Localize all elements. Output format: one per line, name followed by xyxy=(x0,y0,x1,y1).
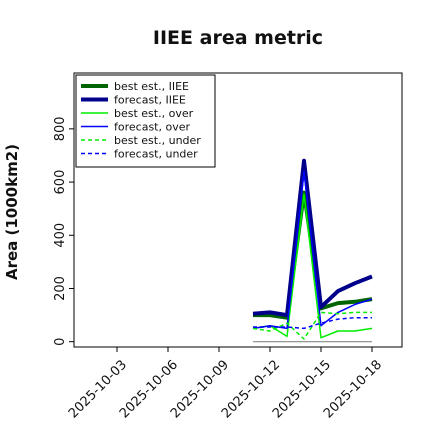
legend-label: best est., under xyxy=(114,134,201,147)
series-line-1 xyxy=(252,158,373,318)
y-axis-label: Area (1000km2) xyxy=(3,144,21,280)
x-axis: 2025-10-032025-10-062025-10-092025-10-12… xyxy=(66,347,385,421)
y-tick-label: 600 xyxy=(53,170,68,195)
legend-label: best est., IIEE xyxy=(114,80,189,93)
legend-label: best est., over xyxy=(114,107,194,120)
legend-label: forecast, over xyxy=(114,121,190,134)
series-layer xyxy=(252,158,373,340)
y-axis: 0 200 400 600 800 xyxy=(53,116,74,346)
plot-frame xyxy=(73,72,403,348)
series-line-3 xyxy=(252,170,373,330)
y-tick-label: 0 xyxy=(53,338,68,346)
series-line-4 xyxy=(252,311,372,340)
series-line-5 xyxy=(253,316,372,330)
series-line-2 xyxy=(252,193,373,339)
legend-label: forecast, under xyxy=(114,148,198,161)
legend-label: forecast, IIEE xyxy=(114,94,186,107)
legend-box xyxy=(75,74,216,168)
chart-title: IIEE area metric xyxy=(153,27,323,49)
y-tick-label: 400 xyxy=(53,223,68,248)
y-tick-label: 200 xyxy=(53,276,68,301)
y-tick-label: 800 xyxy=(53,116,68,141)
